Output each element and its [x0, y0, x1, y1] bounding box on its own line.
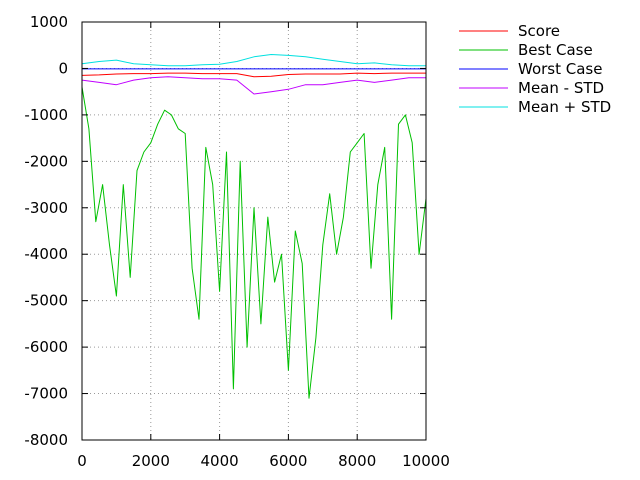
y-tick-label: -8000 [24, 431, 68, 449]
series-layer [81, 54, 427, 399]
y-tick-label: -3000 [24, 199, 68, 217]
legend-label: Score [518, 22, 560, 40]
y-tick-label: 0 [58, 59, 68, 77]
plot-frame [81, 21, 427, 441]
legend-label: Worst Case [518, 60, 602, 78]
series-line-mean-std [81, 54, 426, 67]
y-tick-label: -1000 [24, 106, 68, 124]
y-tick-label: -5000 [24, 292, 68, 310]
y-tick-label: -6000 [24, 338, 68, 356]
series-line-mean-std [81, 76, 426, 95]
y-tick-label: -7000 [24, 385, 68, 403]
y-tick-label: -4000 [24, 245, 68, 263]
x-tick-label: 6000 [269, 452, 307, 470]
legend-label: Best Case [518, 41, 593, 59]
tick-layer: -8000 -7000 -6000 -5000 -4000 -3000 -2000 -1000… [24, 13, 449, 470]
x-tick-label: 2000 [132, 452, 170, 470]
x-tick-label: 10000 [402, 452, 450, 470]
series-line-score [81, 72, 426, 78]
y-tick-label: 1000 [30, 13, 68, 31]
x-tick-label: 8000 [338, 452, 376, 470]
x-tick-label: 4000 [201, 452, 239, 470]
x-tick-label: 0 [77, 452, 87, 470]
y-tick-label: -2000 [24, 152, 68, 170]
legend-label: Mean + STD [518, 98, 611, 116]
series-line-best-case [81, 86, 427, 399]
legend-label: Mean - STD [518, 79, 604, 97]
